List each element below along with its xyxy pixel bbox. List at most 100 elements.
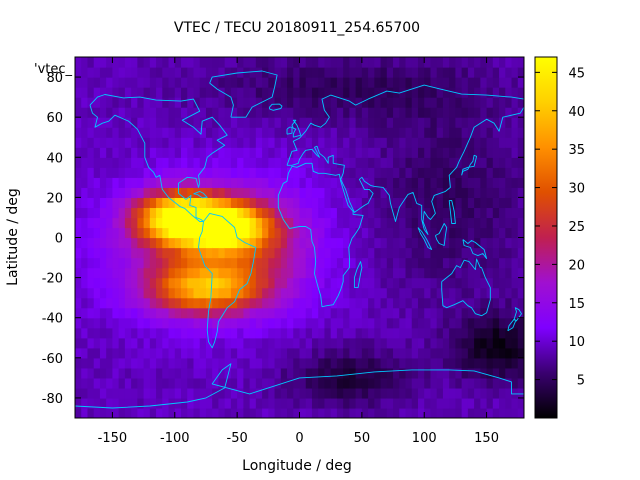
heat-cell: [374, 87, 382, 98]
heat-cell: [224, 97, 232, 108]
heat-cell: [137, 77, 145, 88]
heat-cell: [81, 317, 89, 329]
heat-cell: [131, 127, 138, 138]
heat-cell: [224, 287, 232, 299]
heat-cell: [143, 57, 151, 68]
heat-cell: [237, 257, 244, 269]
heat-cell: [405, 107, 413, 118]
heat-cell: [287, 367, 294, 379]
heat-cell: [368, 67, 375, 78]
heat-cell: [505, 277, 513, 289]
heat-cell: [318, 267, 326, 279]
heat-cell: [411, 137, 419, 148]
heat-cell: [386, 367, 394, 379]
heat-cell: [218, 267, 226, 279]
heat-cell: [386, 397, 394, 409]
heat-cell: [280, 397, 288, 409]
heat-cell: [318, 167, 326, 178]
heat-cell: [243, 217, 251, 229]
heat-cell: [112, 247, 120, 259]
heat-cell: [393, 187, 400, 198]
heat-cell: [343, 407, 350, 418]
heat-cell: [99, 357, 107, 369]
heat-cell: [305, 197, 313, 209]
heat-cell: [405, 207, 413, 219]
heat-cell: [93, 277, 101, 289]
heat-cell: [436, 347, 444, 359]
heat-cell: [318, 187, 326, 198]
heat-cell: [330, 87, 338, 98]
heat-cell: [474, 247, 481, 259]
heat-cell: [218, 387, 226, 399]
heat-cell: [330, 177, 338, 188]
heat-cell: [436, 197, 444, 209]
heat-cell: [343, 87, 350, 98]
heat-cell: [368, 157, 375, 168]
heat-cell: [280, 87, 288, 98]
heat-cell: [318, 97, 326, 108]
heat-cell: [355, 267, 363, 279]
heat-cell: [181, 257, 188, 269]
heat-cell: [505, 217, 513, 229]
heat-cell: [124, 197, 132, 209]
heat-cell: [199, 147, 207, 158]
heat-cell: [311, 267, 319, 279]
heat-cell: [93, 197, 101, 209]
heat-cell: [199, 247, 207, 259]
heat-cell: [368, 237, 375, 249]
heat-cell: [336, 157, 344, 168]
heat-cell: [293, 277, 301, 289]
heat-cell: [181, 277, 188, 289]
heat-cell: [93, 127, 101, 138]
heat-cell: [424, 247, 432, 259]
heat-cell: [511, 207, 519, 219]
heat-cell: [181, 337, 188, 349]
heat-cell: [336, 397, 344, 409]
heat-cell: [467, 257, 475, 269]
heat-cell: [112, 197, 120, 209]
heat-cell: [505, 297, 513, 309]
heat-cell: [162, 307, 170, 319]
heat-cell: [149, 327, 157, 339]
heat-cell: [299, 107, 307, 118]
heat-cell: [124, 257, 132, 269]
heat-cell: [311, 347, 319, 359]
heat-cell: [118, 67, 126, 78]
heat-cell: [380, 187, 388, 198]
heat-cell: [255, 97, 263, 108]
heat-cell: [411, 377, 419, 389]
heat-cell: [199, 197, 207, 209]
heat-cell: [137, 387, 145, 399]
heat-cell: [505, 197, 513, 209]
heat-cell: [492, 137, 500, 148]
heat-cell: [149, 87, 157, 98]
heat-cell: [124, 397, 132, 409]
heat-cell: [112, 307, 120, 319]
heat-cell: [380, 367, 388, 379]
heat-cell: [399, 317, 407, 329]
heat-cell: [81, 247, 89, 259]
heat-cell: [249, 67, 257, 78]
heat-cell: [336, 77, 344, 88]
heat-cell: [336, 237, 344, 249]
heat-cell: [193, 167, 201, 178]
heat-cell: [442, 87, 450, 98]
heat-cell: [393, 217, 400, 229]
heat-cell: [393, 67, 400, 78]
heat-cell: [442, 67, 450, 78]
heat-cell: [511, 347, 519, 359]
heat-cell: [467, 187, 475, 198]
heat-cell: [99, 137, 107, 148]
heat-cell: [262, 197, 269, 209]
heat-cell: [499, 77, 506, 88]
heat-cell: [149, 247, 157, 259]
heat-cell: [81, 97, 89, 108]
heat-cell: [274, 117, 282, 128]
heat-cell: [218, 57, 226, 68]
heat-cell: [436, 167, 444, 178]
heat-cell: [517, 327, 524, 339]
heat-cell: [205, 247, 213, 259]
heat-cell: [467, 327, 475, 339]
heat-cell: [405, 237, 413, 249]
heat-cell: [305, 347, 313, 359]
